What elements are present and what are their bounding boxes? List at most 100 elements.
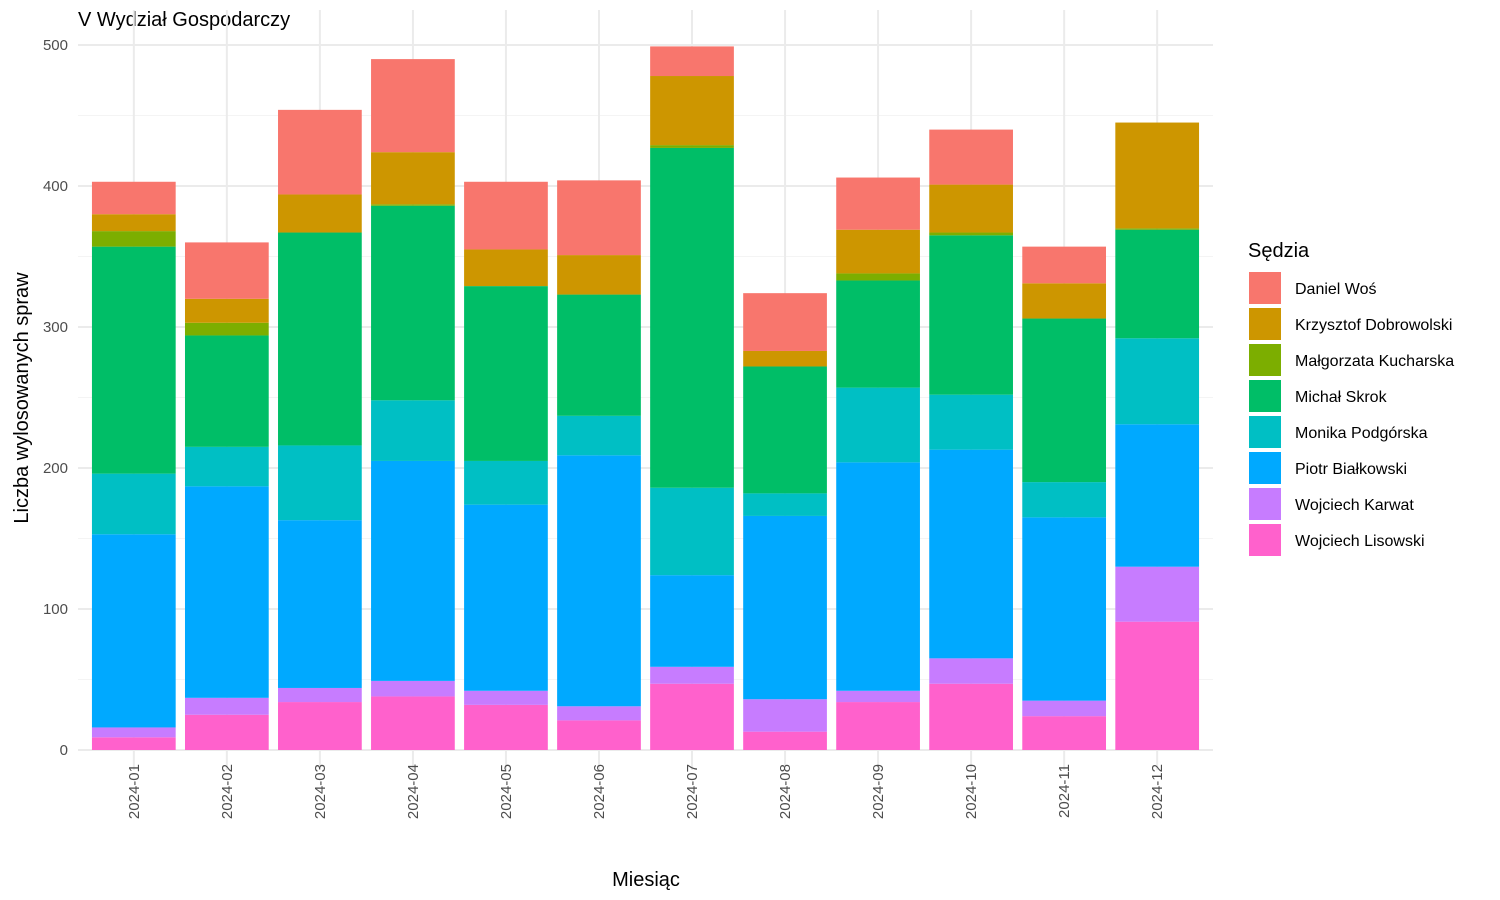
bar-segment [184,322,269,336]
bar-segment [836,177,920,230]
bar-segment [650,145,734,148]
legend-key [1249,416,1281,448]
bar-segment [371,680,455,697]
bar-segment [1022,318,1107,483]
bar-segment [650,683,734,750]
bar-segment [278,232,362,446]
y-tick-label: 0 [60,742,68,759]
bar-segment [650,575,734,667]
bar-segment [1115,338,1200,425]
legend-label: Daniel Woś [1295,281,1377,298]
legend-key [1249,452,1281,484]
bar-segment [929,235,1013,395]
bar-segment [1115,566,1200,622]
bar-segment [464,460,548,505]
bar-segment [836,690,920,703]
bar-segment [1022,482,1107,518]
y-tick-labels: 0 100 200 300 400 500 [43,37,68,759]
bar-segment [278,445,362,521]
legend-key [1249,344,1281,376]
bar-segment [278,702,362,750]
legend-key [1249,272,1281,304]
legend-label: Wojciech Lisowski [1295,533,1425,550]
bar-segment [743,350,827,367]
x-tick-label: 2024-03 [312,764,329,819]
bar-segment [371,460,455,681]
bar-segment [836,229,920,274]
bar-segment [743,699,827,732]
bar-segment [836,462,920,691]
x-tick-label: 2024-07 [684,764,701,819]
bar-segment [371,400,455,461]
bar-segment [91,534,176,728]
bar-segment [929,658,1013,684]
bar-segment [91,231,176,247]
y-tick-label: 400 [43,178,68,195]
bar-segment [278,687,362,703]
bar-segment [743,515,827,700]
x-tick-label: 2024-01 [126,764,143,819]
legend-title: Sędzia [1248,240,1310,262]
bar-segment [836,702,920,750]
bar-segment [650,666,734,684]
bar-segment [464,181,548,250]
y-tick-label: 300 [43,319,68,336]
bar-segment [184,298,269,323]
legend-key [1249,380,1281,412]
chart-title: V Wydział Gospodarczy [78,9,290,31]
bar-segment [91,473,176,535]
legend-label: Małgorzata Kucharska [1295,353,1454,370]
bar-segment [278,194,362,233]
bar-segment [371,205,455,401]
x-tick-label: 2024-05 [498,764,515,819]
bar-segment [557,255,641,295]
bar-segment [650,487,734,576]
x-tick-label: 2024-04 [405,764,422,819]
bar-segment [929,449,1013,659]
bar-segment [464,690,548,705]
bar-segment [91,737,176,750]
bar-segment [743,493,827,516]
bar-segment [184,446,269,487]
bar-segment [371,204,455,206]
bar-segment [91,727,176,738]
bar-segment [91,181,176,215]
bar-segment [371,59,455,153]
x-tick-label: 2024-11 [1056,764,1073,818]
bar-segment [1022,700,1107,717]
legend-key [1249,488,1281,520]
y-tick-label: 200 [43,460,68,477]
y-axis-title: Liczba wylosowanych spraw [11,272,33,524]
bar-segment [371,696,455,750]
bar-segment [557,294,641,416]
bar-segment [650,76,734,146]
bar-segment [184,714,269,750]
bar-segment [1115,122,1200,229]
bar-stacks [91,46,1200,750]
legend-key [1249,524,1281,556]
bar-segment [929,394,1013,450]
bar-segment [557,180,641,256]
bar-segment [929,129,1013,185]
x-axis-title: Miesiąc [612,869,680,891]
bar-segment [1022,517,1107,701]
bar-segment [1115,424,1200,567]
bar-segment [464,286,548,461]
legend-key [1249,308,1281,340]
bar-segment [1115,229,1200,339]
bar-segment [836,387,920,463]
bar-segment [557,415,641,456]
x-tick-label: 2024-09 [870,764,887,819]
bar-segment [836,280,920,388]
bar-segment [278,109,362,195]
bar-segment [557,720,641,750]
legend-label: Michał Skrok [1295,389,1388,406]
bar-segment [371,152,455,205]
x-tick-label: 2024-12 [1149,764,1166,819]
legend-label: Wojciech Karwat [1295,497,1414,514]
bar-segment [650,147,734,488]
bar-segment [929,683,1013,750]
x-tick-label: 2024-10 [963,764,980,819]
bar-segment [1115,621,1200,750]
